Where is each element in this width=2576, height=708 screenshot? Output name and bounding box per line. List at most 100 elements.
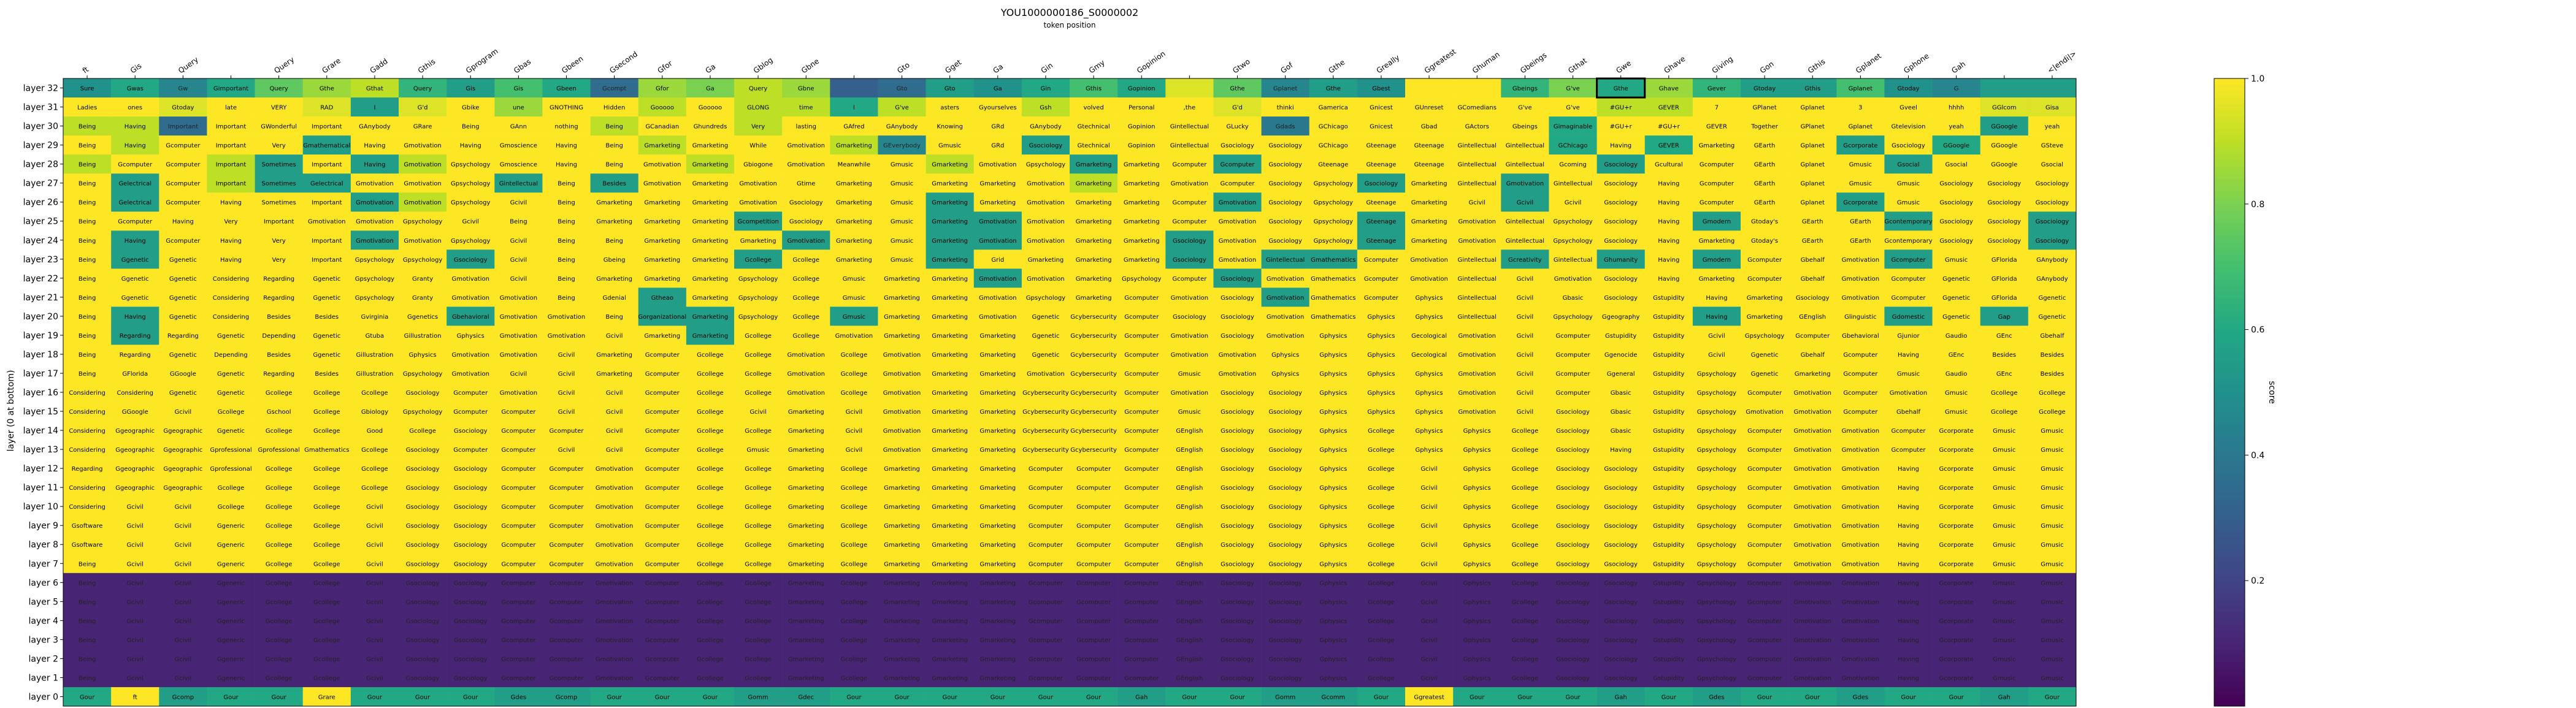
cell-label: Gintellectual (1506, 219, 1544, 226)
cell-label: Gcybersecurity (1022, 428, 1069, 435)
cell-label: Gcomputer (453, 390, 488, 397)
cell-label: Gcomputer (1124, 352, 1159, 359)
heatmap-cell (1213, 116, 1262, 136)
heatmap-cell (111, 230, 159, 250)
cell-label: Having (1898, 580, 1919, 587)
cell-label: Gsociology (2036, 219, 2069, 226)
cell-label: Gcollege (745, 656, 772, 663)
heatmap-cell (782, 306, 830, 326)
cell-label: Gbest (1372, 86, 1390, 93)
cell-label: Gcivil (366, 542, 383, 549)
cell-label: Ghundreds (694, 124, 727, 131)
cell-label: Having (1610, 447, 1631, 454)
cell-label: Gcivil (366, 504, 383, 511)
cell-label: Gcollege (1368, 466, 1395, 473)
cell-label: Gsociology (1556, 675, 1590, 682)
heatmap-cell (1165, 78, 1214, 98)
heatmap-cell (2028, 135, 2077, 155)
cell-label: Gsociology (1939, 181, 1973, 188)
cell-label: Gour (1182, 694, 1197, 701)
cell-label: Gcollege (745, 561, 772, 568)
cell-label: Gcivil (846, 428, 863, 435)
heatmap-cell (447, 173, 495, 193)
heatmap-cell (447, 306, 495, 326)
cell-label: Gcollege (841, 580, 868, 587)
heatmap-cell (2028, 249, 2077, 269)
cell-label: Gmarketing (979, 599, 1016, 606)
heatmap-cell (399, 211, 447, 231)
cell-label: Gcomputer (166, 238, 201, 245)
cell-label: Gbne (798, 86, 815, 93)
cell-label: Gteenage (1318, 162, 1348, 169)
cell-label: I (853, 105, 855, 112)
cell-label: Ggenetic (217, 428, 245, 435)
cell-label: Gcollege (313, 599, 340, 606)
heatmap-cell (1836, 173, 1885, 193)
cell-label: Gcivil (606, 333, 623, 340)
cell-label: ft (133, 694, 137, 701)
cell-label: Being (605, 143, 623, 150)
cell-label: Gcollege (2039, 409, 2066, 416)
heatmap-cell (1021, 249, 1070, 269)
cell-label: Gmotivation (596, 580, 634, 587)
cell-label: Ggenetic (313, 333, 340, 340)
cell-label: Gcivil (1517, 352, 1534, 359)
cell-label: Gphysics (1319, 428, 1347, 435)
cell-label: Gmarketing (788, 599, 824, 606)
cell-label: Gmoscience (500, 143, 537, 150)
cell-label: Gsociology (1604, 523, 1638, 530)
cell-label: Gcivil (1517, 314, 1534, 321)
cell-label: Gcomputer (501, 599, 536, 606)
heatmap-cell (159, 287, 207, 307)
cell-label: Gmusic (1993, 447, 2015, 454)
y-tick-label: layer 11 (23, 483, 58, 493)
cell-label: Gmotivation (1793, 409, 1831, 416)
heatmap-cell (350, 135, 399, 155)
cell-label: Gplanet (1801, 162, 1825, 169)
heatmap-cell (63, 78, 112, 98)
colorbar-segment (2214, 693, 2245, 701)
cell-label: Gcomputer (501, 447, 536, 454)
cell-label: Gmotivation (1793, 618, 1831, 625)
cell-label: Having (125, 238, 146, 245)
cell-label: Gcollege (313, 466, 340, 473)
heatmap-cell (159, 192, 207, 212)
cell-label: Gpsychology (451, 238, 490, 245)
cell-label: Together (1750, 124, 1778, 131)
heatmap-cell (1741, 78, 1789, 98)
cell-label: Gcomputer (645, 504, 680, 511)
cell-label: Important (216, 181, 247, 188)
cell-label: Gsociology (406, 675, 440, 682)
cell-label: Gmarketing (788, 637, 824, 644)
cell-label: Gmusic (1945, 257, 1968, 264)
colorbar-segment (2214, 411, 2245, 418)
heatmap-cell (1309, 306, 1358, 326)
cell-label: Gcivil (126, 656, 144, 663)
heatmap-cell (302, 192, 351, 212)
colorbar-segment (2214, 85, 2245, 91)
chart-subtitle: token position (1044, 21, 1096, 29)
heatmap-cell (1932, 287, 1981, 307)
cell-label: Gcomputer (1843, 371, 1878, 378)
cell-label: Gour (1374, 694, 1389, 701)
heatmap-cell (1021, 211, 1070, 231)
cell-label: Gpsychology (1314, 181, 1353, 188)
cell-label: Gstupidity (1653, 504, 1684, 511)
cell-label: Very (272, 238, 286, 245)
cell-label: Gcomputer (1124, 314, 1159, 321)
cell-label: Gsociology (789, 219, 823, 226)
cell-label: Gcollege (841, 485, 868, 492)
x-tick-label: Gtwo (1231, 57, 1252, 75)
heatmap-cell (494, 97, 543, 117)
heatmap-cell (1309, 78, 1358, 98)
heatmap-cell (1501, 135, 1549, 155)
cell-label: Gcybersecurity (1070, 314, 1117, 321)
heatmap-cell (926, 135, 975, 155)
cell-label: Gcivil (846, 447, 863, 454)
heatmap-cell (590, 230, 639, 250)
cell-label: Besides (315, 371, 339, 378)
heatmap-cell (1788, 173, 1837, 193)
heatmap-cell (638, 78, 687, 98)
cell-label: Gcivil (1708, 352, 1725, 359)
cell-label: Gcollege (266, 466, 293, 473)
